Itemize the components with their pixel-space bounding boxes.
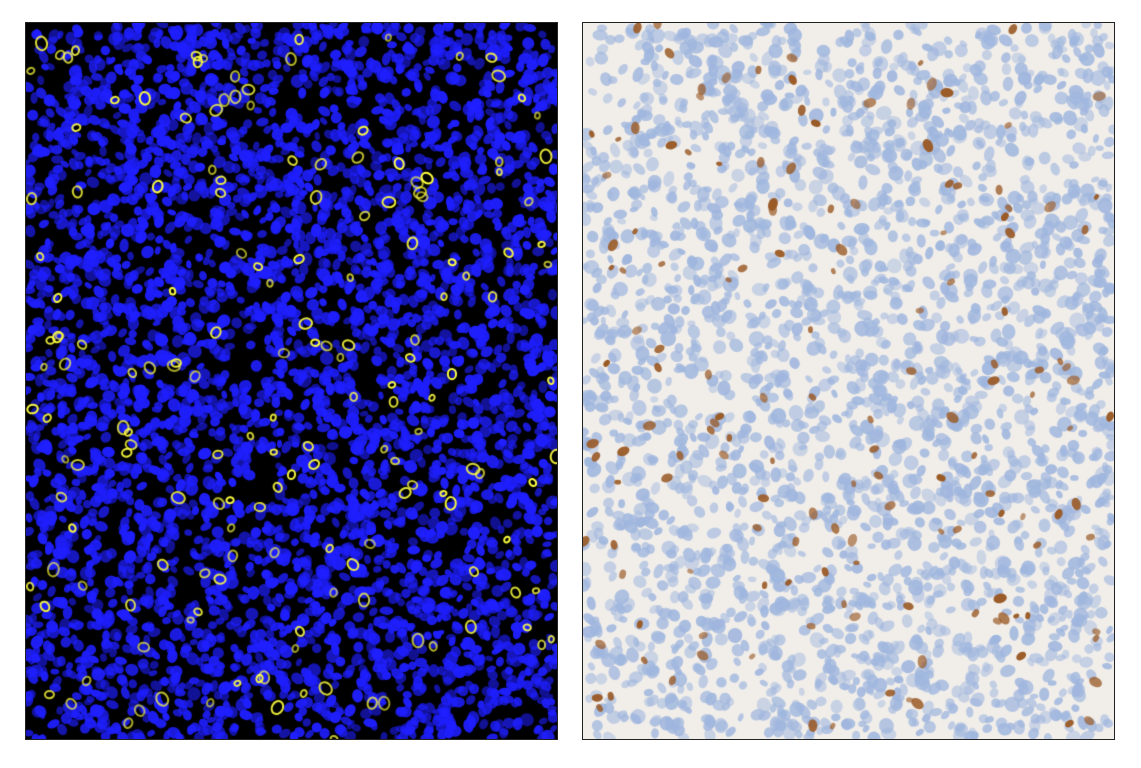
- fluorescence-micrograph-image: [26, 23, 557, 739]
- ihc-micrograph-panel: [582, 22, 1115, 740]
- ihc-micrograph-image: [583, 23, 1114, 739]
- fluorescence-micrograph-panel: [25, 22, 558, 740]
